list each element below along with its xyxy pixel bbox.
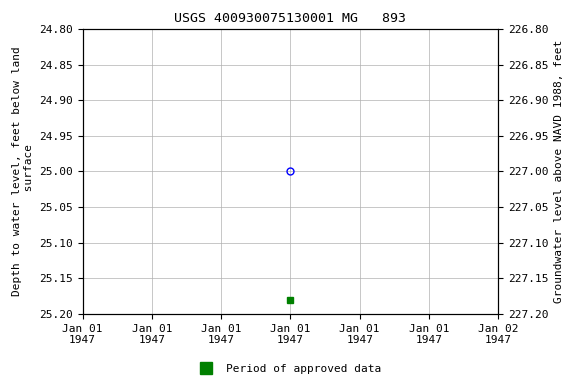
Y-axis label: Groundwater level above NAVD 1988, feet: Groundwater level above NAVD 1988, feet xyxy=(554,40,564,303)
Title: USGS 400930075130001 MG   893: USGS 400930075130001 MG 893 xyxy=(175,12,407,25)
Legend: Period of approved data: Period of approved data xyxy=(191,359,385,379)
Y-axis label: Depth to water level, feet below land
 surface: Depth to water level, feet below land su… xyxy=(12,46,33,296)
